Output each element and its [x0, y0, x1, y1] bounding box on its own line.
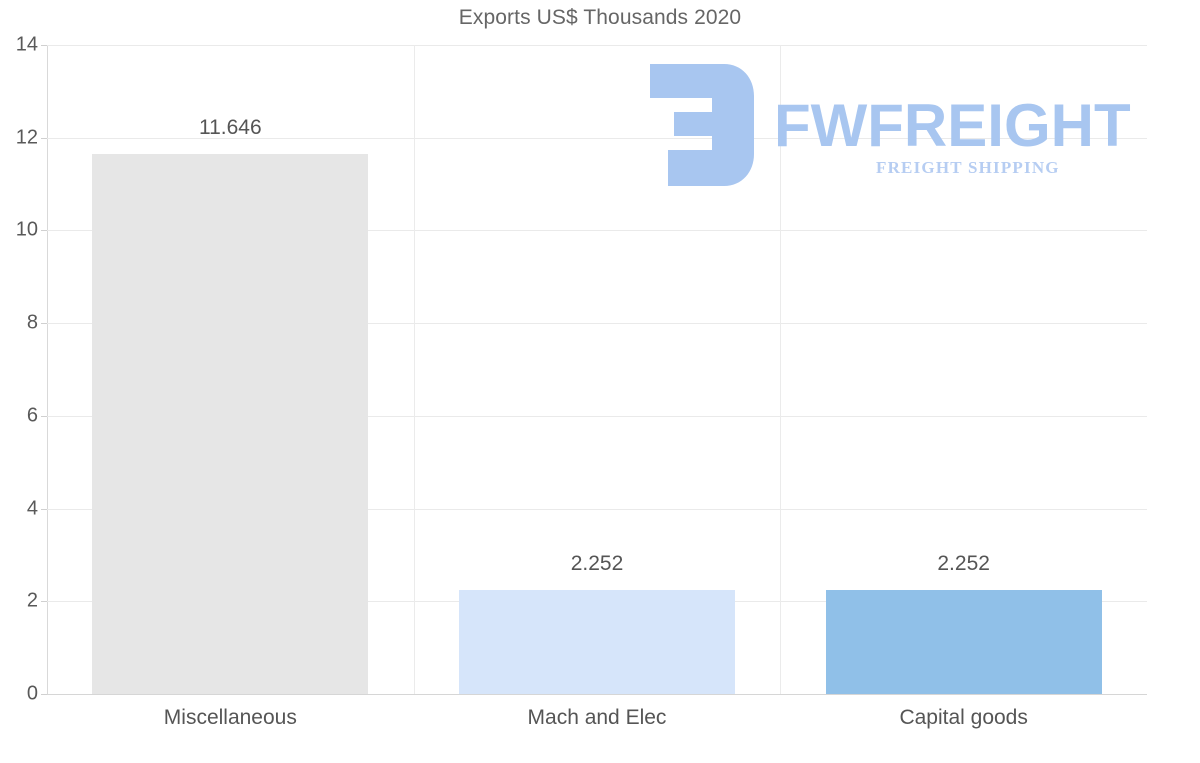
bar-value-label: 2.252 — [570, 551, 624, 575]
y-axis-tick-label: 14 — [15, 33, 38, 56]
bar-1[interactable] — [92, 154, 369, 694]
y-axis-tick-mark — [41, 137, 47, 139]
y-axis-tick-mark — [41, 45, 47, 46]
gridline-horizontal — [47, 137, 1147, 139]
x-axis-tick-label: Capital goods — [899, 706, 1028, 729]
y-axis-tick-label: 2 — [26, 589, 38, 612]
bar-3[interactable] — [825, 589, 1102, 694]
y-axis-tick-label: 10 — [15, 218, 38, 241]
x-axis-tick-label: Mach and Elec — [527, 706, 667, 729]
y-axis-tick-label: 12 — [15, 126, 38, 149]
gridline-horizontal — [47, 45, 1147, 46]
gridline-horizontal — [47, 508, 1147, 510]
y-axis-tick-label: 6 — [26, 404, 38, 427]
gridline-horizontal — [47, 323, 1147, 325]
y-axis-line — [47, 45, 48, 694]
y-axis-tick-mark — [41, 508, 47, 510]
bar-value-label: 11.646 — [198, 116, 262, 140]
chart-title: Exports US$ Thousands 2020 — [458, 6, 742, 29]
gridline-vertical — [414, 45, 415, 694]
bar-2[interactable] — [458, 589, 736, 694]
y-axis-tick-mark — [41, 323, 47, 325]
y-axis-tick-label: 4 — [26, 497, 38, 520]
y-axis-tick-mark — [41, 601, 47, 603]
gridline-vertical — [780, 45, 781, 694]
bar-value-label: 2.252 — [937, 551, 990, 575]
y-axis-tick-mark — [41, 694, 47, 695]
y-axis-tick-mark — [41, 230, 47, 232]
y-axis-tick-mark — [41, 415, 47, 417]
y-axis-tick-label: 8 — [26, 311, 38, 334]
gridline-horizontal — [47, 230, 1147, 232]
y-axis-tick-label: 0 — [26, 682, 38, 705]
gridline-horizontal — [47, 415, 1147, 417]
plot-area: 11.646 2.252 2.252 — [47, 45, 1147, 695]
x-axis-tick-label: Miscellaneous — [163, 706, 297, 729]
gridline-horizontal — [47, 694, 1147, 695]
